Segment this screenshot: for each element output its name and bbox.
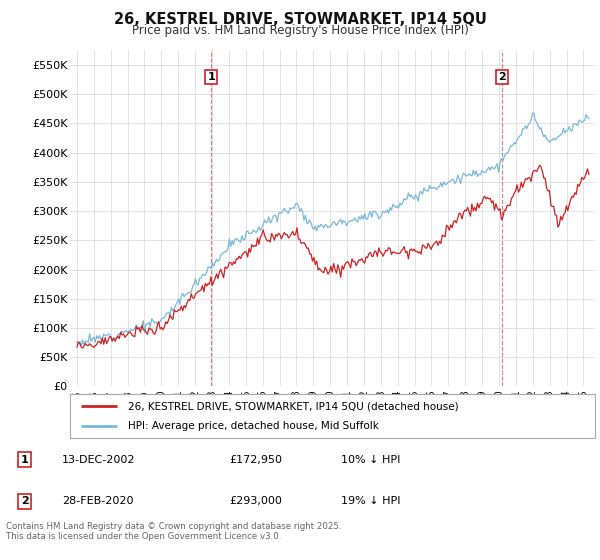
Text: HPI: Average price, detached house, Mid Suffolk: HPI: Average price, detached house, Mid … bbox=[128, 421, 379, 431]
Text: 26, KESTREL DRIVE, STOWMARKET, IP14 5QU (detached house): 26, KESTREL DRIVE, STOWMARKET, IP14 5QU … bbox=[128, 401, 458, 411]
Text: 2: 2 bbox=[21, 496, 28, 506]
Text: £293,000: £293,000 bbox=[229, 496, 283, 506]
Text: £172,950: £172,950 bbox=[229, 455, 283, 465]
Text: 1: 1 bbox=[207, 72, 215, 82]
Text: 26, KESTREL DRIVE, STOWMARKET, IP14 5QU: 26, KESTREL DRIVE, STOWMARKET, IP14 5QU bbox=[113, 12, 487, 27]
Text: Contains HM Land Registry data © Crown copyright and database right 2025.
This d: Contains HM Land Registry data © Crown c… bbox=[6, 522, 341, 542]
Text: 10% ↓ HPI: 10% ↓ HPI bbox=[341, 455, 401, 465]
Text: 2: 2 bbox=[498, 72, 506, 82]
Text: Price paid vs. HM Land Registry's House Price Index (HPI): Price paid vs. HM Land Registry's House … bbox=[131, 24, 469, 36]
Text: 19% ↓ HPI: 19% ↓ HPI bbox=[341, 496, 401, 506]
Text: 13-DEC-2002: 13-DEC-2002 bbox=[62, 455, 136, 465]
Text: 28-FEB-2020: 28-FEB-2020 bbox=[62, 496, 133, 506]
Text: 1: 1 bbox=[21, 455, 28, 465]
